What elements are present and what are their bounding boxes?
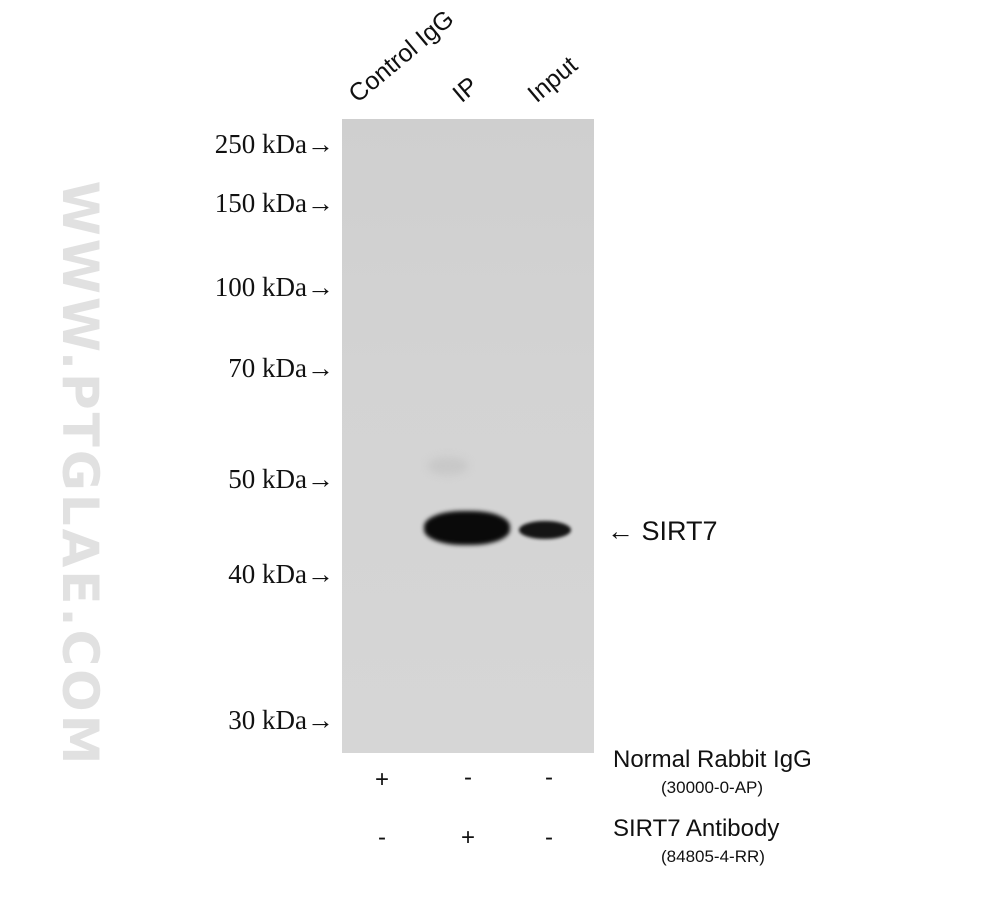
lane-label-input: Input bbox=[522, 51, 583, 109]
faint-smear-ip bbox=[428, 457, 468, 475]
sign-row2-lane2: + bbox=[460, 824, 475, 851]
sign-row1-lane3: - bbox=[545, 764, 553, 791]
lane-label-ip: IP bbox=[447, 71, 484, 109]
catalog-84805-4-rr: (84805-4-RR) bbox=[661, 847, 765, 866]
watermark: WWW.PTGLAE.COM bbox=[51, 180, 109, 768]
marker-50: 50 kDa→ bbox=[228, 464, 334, 494]
reagent-sirt7-antibody: SIRT7 Antibody bbox=[613, 815, 780, 842]
marker-40: 40 kDa→ bbox=[228, 559, 334, 589]
band-input-sirt7 bbox=[519, 521, 571, 539]
marker-30: 30 kDa→ bbox=[228, 705, 334, 735]
sign-row1-lane1: + bbox=[374, 766, 389, 793]
western-blot-image bbox=[342, 119, 594, 753]
sign-row2-lane3: - bbox=[545, 824, 553, 851]
catalog-30000-0-ap: (30000-0-AP) bbox=[661, 778, 764, 797]
band-ip-sirt7 bbox=[424, 511, 510, 545]
sign-row1-lane2: - bbox=[464, 764, 472, 791]
sign-row2-lane1: - bbox=[378, 824, 386, 851]
marker-100: 100 kDa→ bbox=[214, 272, 334, 302]
marker-250: 250 kDa→ bbox=[214, 129, 334, 159]
band-label-sirt7: ← SIRT7 bbox=[607, 516, 718, 546]
lane-label-control-igg: Control IgG bbox=[343, 4, 460, 109]
marker-70: 70 kDa→ bbox=[228, 353, 334, 383]
reagent-normal-rabbit-igg: Normal Rabbit IgG bbox=[613, 746, 812, 773]
marker-150: 150 kDa→ bbox=[214, 188, 334, 218]
